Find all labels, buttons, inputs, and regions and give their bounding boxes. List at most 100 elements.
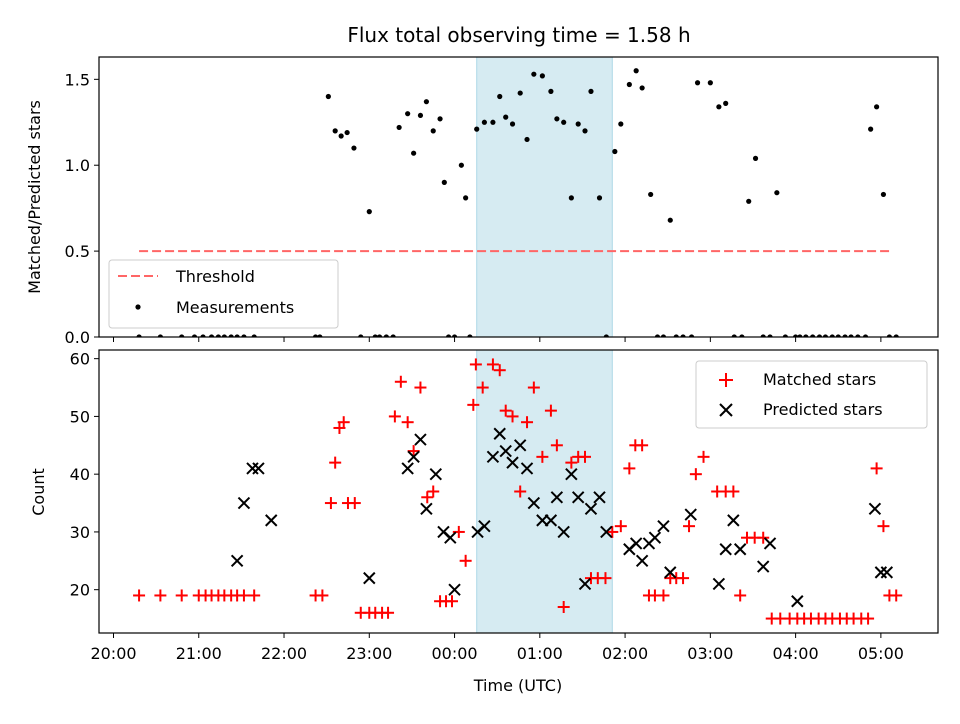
predicted-star-point	[544, 514, 558, 527]
measurement-point	[603, 334, 609, 337]
matched-star-point	[499, 404, 512, 417]
predicted-star-point	[727, 514, 740, 527]
measurement-point	[437, 116, 443, 122]
matched-star-point	[727, 485, 740, 498]
measurement-point	[548, 88, 554, 94]
predicted-star-point	[493, 427, 506, 440]
measurement-point	[325, 93, 331, 100]
bottom-panel: 20 30 40 50 60 20:00 21:00 22:00 23:00 00:00 01:0…	[29, 349, 939, 695]
measurement-point	[338, 133, 344, 139]
x-tick-label: 01:00	[517, 644, 563, 663]
predicted-star-point	[635, 554, 649, 568]
measurement-point	[660, 334, 667, 337]
measurement-point	[618, 121, 624, 127]
matched-star-point	[493, 364, 506, 377]
measurement-point	[707, 80, 713, 86]
measurement-point	[596, 195, 603, 201]
matched-star-point	[544, 404, 557, 417]
predicted-star-point	[252, 462, 265, 475]
predicted-star-point	[499, 444, 512, 458]
matched-star-point	[414, 381, 427, 394]
bottom-x-ticks: 20:00 21:00 22:00 23:00 00:00 01:00 02:00 03:00…	[90, 633, 904, 663]
top-panel: 0.0 0.5 1.0 1.5 Matched/Predicted stars Thr…	[25, 56, 939, 347]
matched-star-point	[877, 520, 890, 533]
measurement-point	[612, 148, 618, 155]
measurement-point	[228, 334, 234, 337]
measurement-point	[886, 334, 892, 337]
matched-star-point	[445, 595, 458, 608]
top-y-tick-label: 1.0	[65, 156, 90, 175]
measurement-point	[376, 334, 383, 337]
matched-star-point	[407, 445, 420, 458]
predicted-star-point	[600, 525, 613, 539]
predicted-star-point	[444, 531, 457, 544]
matched-star-point	[606, 525, 619, 538]
measurement-point	[842, 334, 848, 337]
matched-star-point	[757, 531, 770, 544]
x-tick-label: 00:00	[431, 644, 477, 663]
measurement-point	[568, 195, 574, 201]
x-tick-label: 05:00	[858, 644, 904, 663]
predicted-star-point	[657, 519, 670, 533]
measurement-point	[332, 128, 338, 134]
measurement-point	[782, 334, 788, 337]
predicted-star-point	[363, 571, 376, 585]
predicted-star-point	[513, 439, 527, 452]
x-axis-label: Time (UTC)	[473, 676, 562, 695]
measurement-point	[739, 334, 745, 337]
x-tick-label: 23:00	[346, 644, 392, 663]
measurement-point	[411, 150, 417, 156]
measurement-point	[366, 209, 372, 215]
bottom-y-ticks: 20 30 40 50 60	[70, 350, 99, 600]
matched-star-point	[527, 381, 540, 394]
measurement-point	[531, 71, 537, 77]
measurement-point	[893, 334, 899, 337]
predicted-star-point	[684, 508, 697, 521]
measurement-point	[451, 334, 458, 337]
matched-star-point	[476, 381, 489, 394]
predicted-star-point	[578, 577, 592, 591]
measurement-point	[874, 104, 880, 110]
matched-star-point	[348, 497, 361, 510]
measurement-point	[372, 334, 378, 337]
measurement-point	[673, 334, 679, 337]
measurement-point	[793, 334, 799, 337]
matched-star-point	[421, 491, 434, 504]
measurement-point	[654, 334, 661, 337]
top-y-tick-label: 0.5	[65, 242, 90, 261]
measurement-point	[251, 334, 257, 337]
matched-star-point	[329, 456, 342, 469]
top-y-ticks: 0.0 0.5 1.0 1.5	[65, 70, 99, 347]
legend-matched-label: Matched stars	[763, 370, 876, 389]
measurement-point	[810, 334, 816, 337]
matched-star-point	[175, 589, 188, 602]
measurement-point	[746, 198, 752, 204]
matched-star-point	[237, 589, 250, 602]
predicted-star-point	[712, 577, 726, 591]
matched-star-point	[337, 416, 350, 429]
measurement-point	[221, 334, 227, 337]
measurement-point	[191, 334, 198, 337]
predicted-star-point	[520, 462, 534, 475]
predicted-star-point	[557, 525, 570, 539]
matched-star-point	[459, 554, 472, 567]
top-y-axis-label: Matched/Predicted stars	[25, 100, 44, 294]
matched-star-point	[394, 375, 407, 388]
top-axes-frame	[98, 56, 939, 338]
predicted-star-point	[230, 554, 244, 568]
measurement-point	[208, 334, 215, 337]
measurement-point	[539, 73, 545, 79]
matched-star-point	[469, 358, 482, 371]
bottom-y-tick-label: 30	[70, 523, 90, 542]
measurement-point	[458, 162, 464, 168]
measurement-point	[688, 334, 695, 337]
measurement-point	[241, 334, 247, 337]
top-y-tick-label: 1.5	[65, 70, 90, 89]
matched-star-point	[521, 416, 534, 429]
measurement-point	[575, 121, 581, 127]
predicted-star-point	[571, 491, 585, 504]
matched-star-point	[683, 520, 696, 533]
predicted-star-point	[593, 491, 606, 504]
measurement-point	[880, 191, 887, 198]
